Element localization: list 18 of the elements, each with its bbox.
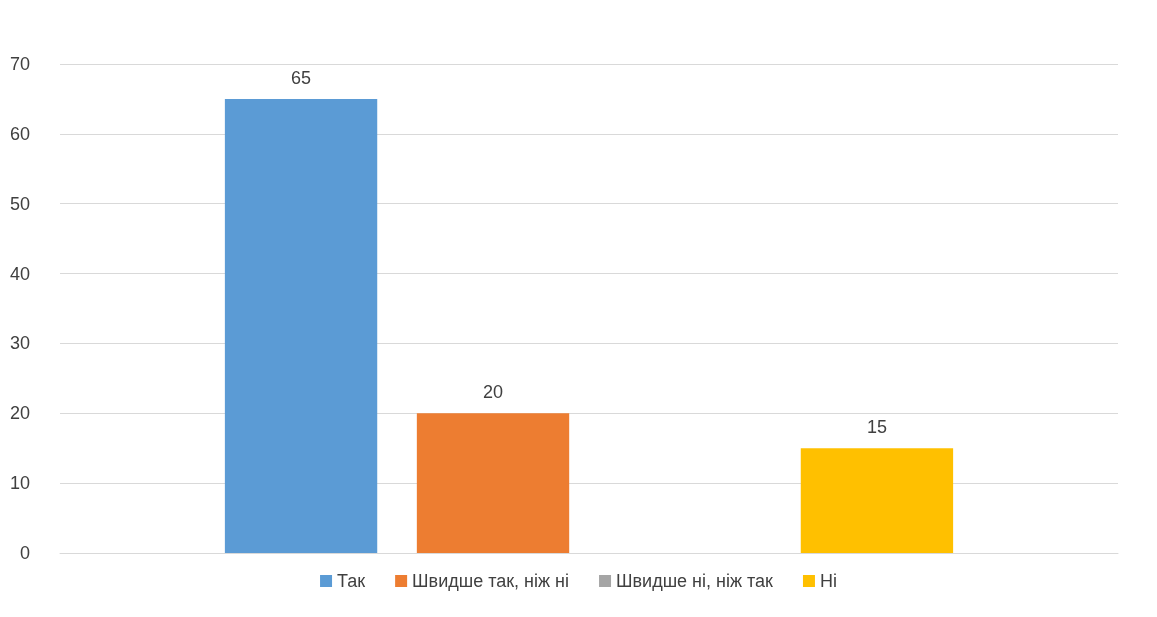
data-label: 65 <box>291 67 312 88</box>
y-tick-label: 10 <box>9 473 30 494</box>
y-tick-label: 70 <box>9 54 30 74</box>
bar <box>800 448 954 553</box>
data-label: 20 <box>483 382 504 403</box>
y-tick-label: 50 <box>9 193 30 214</box>
legend-label: Швидше ні, ніж так <box>616 571 774 591</box>
legend-label: Так <box>337 571 366 591</box>
legend-label: Швидше так, ніж ні <box>412 571 570 591</box>
y-tick-label: 40 <box>9 263 30 284</box>
y-tick-label: 30 <box>9 333 30 354</box>
y-tick-label: 0 <box>19 543 30 563</box>
bar <box>224 98 378 553</box>
bar <box>416 413 570 553</box>
y-tick-label: 20 <box>9 403 30 424</box>
y-tick-label: 60 <box>9 123 30 144</box>
data-label: 15 <box>866 417 887 438</box>
legend-label: Ні <box>819 571 837 591</box>
